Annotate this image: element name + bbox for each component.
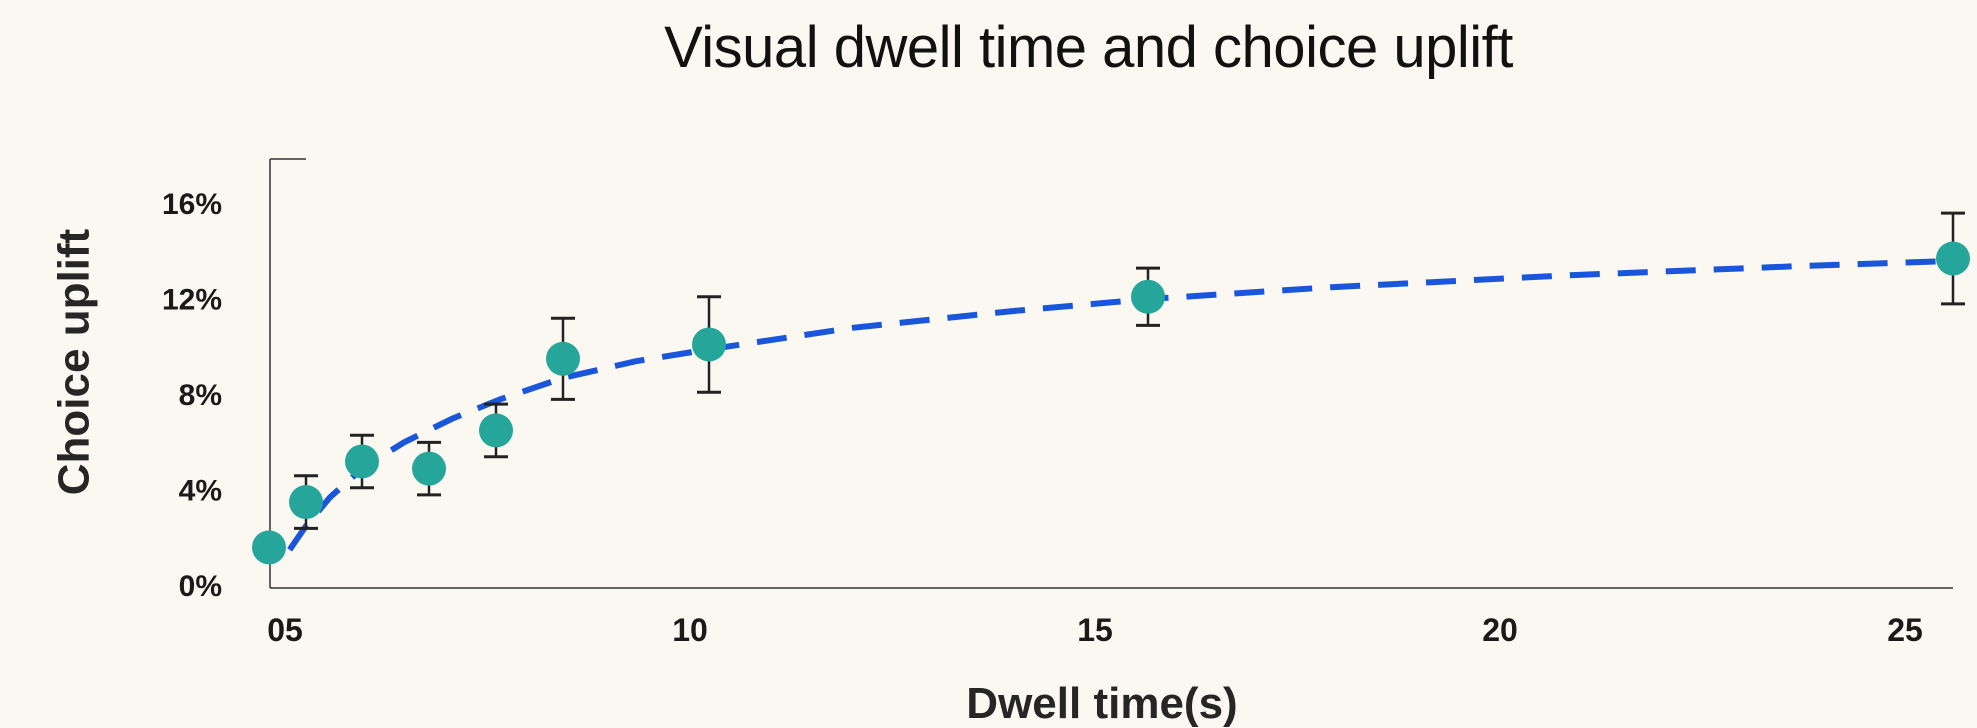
y-tick-label: 16% [162,188,222,221]
axes [269,158,1953,589]
y-tick-label: 0% [179,570,222,603]
y-tick-label: 8% [179,379,222,412]
chart-title: Visual dwell time and choice uplift [664,15,1513,80]
data-point [546,341,580,376]
y-axis-label: Choice uplift [50,228,99,495]
data-point [252,530,286,565]
data-point [289,485,323,520]
y-tick-label: 4% [179,474,222,507]
x-tick-label: 05 [267,612,303,648]
y-tick-label: 12% [162,283,222,316]
data-point [479,413,513,448]
tick-label-layer: 0% 4% 8% 12% 16% 05 10 15 20 25 [162,188,1923,648]
data-point [1936,241,1970,276]
error-bar-layer [294,211,1965,530]
x-tick-label: 15 [1077,612,1113,648]
x-tick-label: 25 [1887,612,1923,648]
data-point-layer [252,241,1970,565]
x-tick-label: 10 [672,612,708,648]
fit-line-layer [287,257,1954,552]
x-tick-label: 20 [1482,612,1518,648]
data-point [1131,279,1165,314]
x-axis-label: Dwell time(s) [966,679,1237,728]
data-point [692,327,726,362]
data-point [345,444,379,479]
fit-line [287,257,1954,552]
data-point [412,451,446,486]
